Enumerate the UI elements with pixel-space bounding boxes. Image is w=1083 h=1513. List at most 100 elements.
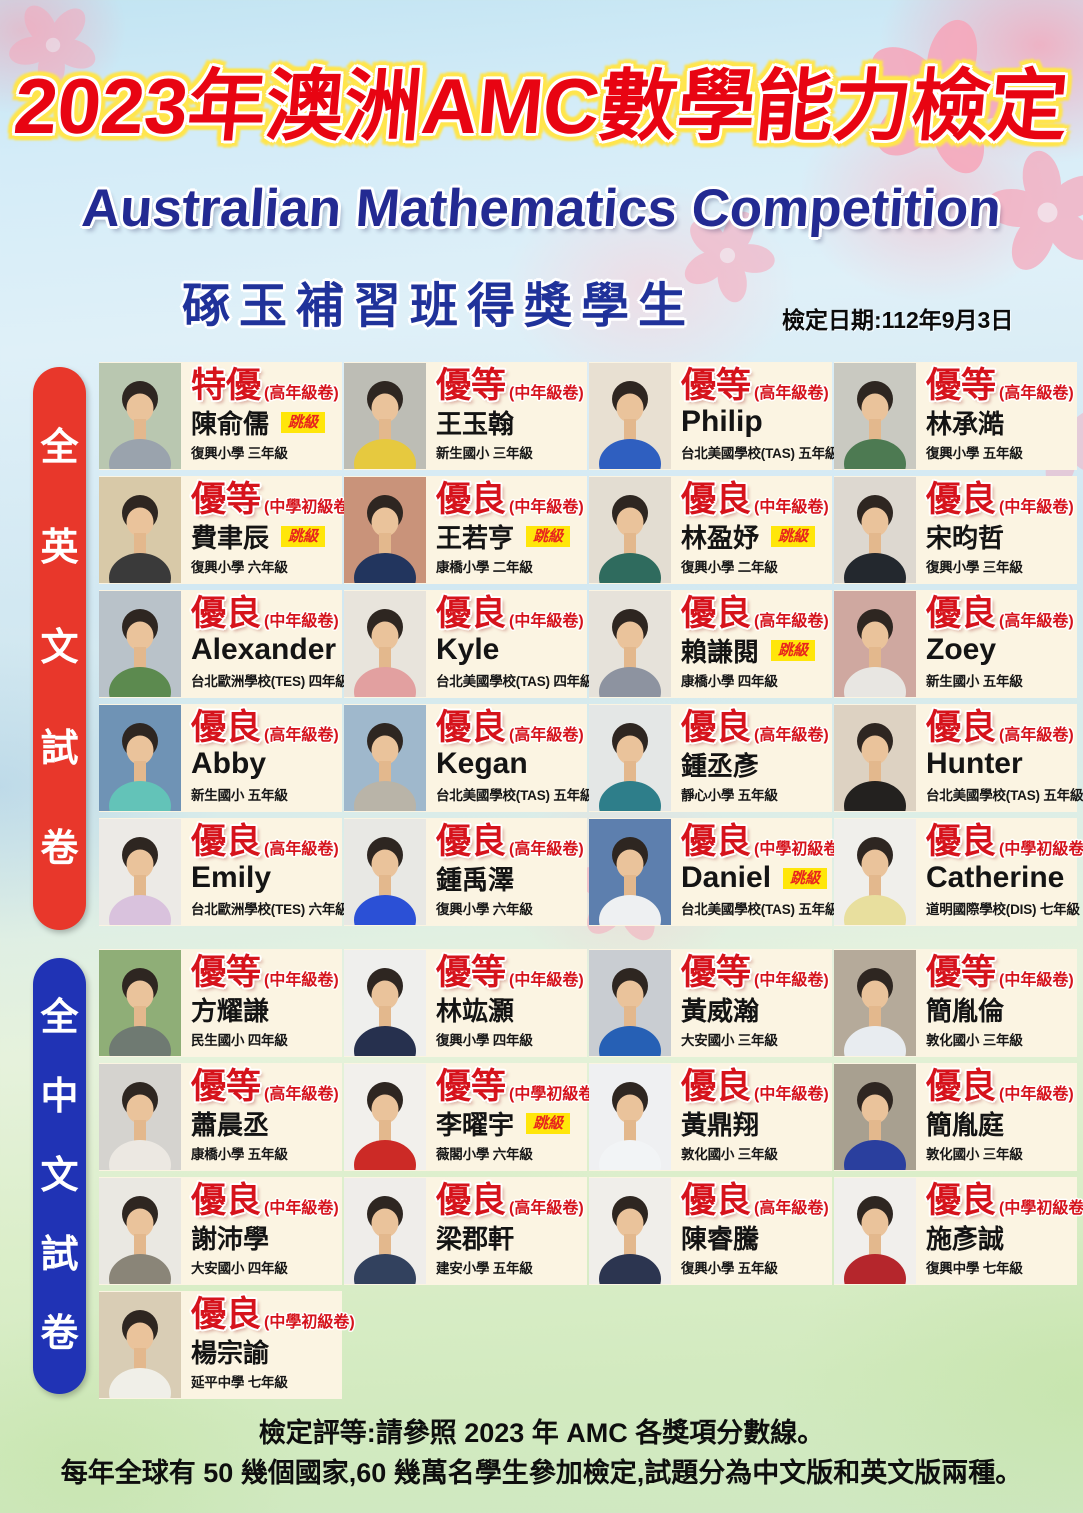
student-photo [344,950,426,1056]
student-info: 優良 (中年級卷) 林盈妤 跳級 復興小學 二年級 [671,476,829,584]
name-line: 謝沛學 [191,1221,339,1254]
name-line: 梁郡軒 [436,1221,584,1254]
student-photo [834,591,916,697]
student-card: 優良 (高年級卷) 梁郡軒建安小學 五年級 [344,1177,587,1285]
student-card: 優良 (高年級卷) Abby 新生國小 五年級 [99,704,342,812]
award-line: 優良 (中學初級卷) [926,1180,1083,1220]
student-info: 優等 (中學初級卷) 費聿辰 跳級 復興小學 六年級 [181,476,355,584]
award-level: 優良 [191,1295,262,1334]
skip-grade-badge: 跳級 [281,525,326,547]
award-level: 優等 [191,953,262,992]
paper-type: (高年級卷) [754,727,829,744]
name-line: Catherine [926,861,1083,894]
name-line: Kegan [436,747,593,780]
skip-grade-badge: 跳級 [526,525,571,547]
student-photo [99,819,181,925]
student-name: 王玉翰 [436,408,515,439]
student-info: 優良 (高年級卷) 陳睿騰 復興小學 五年級 [671,1177,829,1285]
student-school-grade: 台北美國學校(TAS) 四年級 [436,674,594,689]
paper-type: (高年級卷) [264,841,339,858]
name-line: 李曜宇 跳級 [436,1107,600,1140]
award-line: 優良 (高年級卷) [436,1180,584,1220]
award-line: 優良 (高年級卷) [926,707,1083,747]
paper-type: (高年級卷) [754,385,829,402]
student-info: 特優 (高年級卷) 陳俞儒 跳級 復興小學 三年級 [181,362,339,470]
award-line: 優良 (中年級卷) [926,1066,1074,1106]
award-level: 特優 [191,366,262,405]
student-card: 優等 (高年級卷) Philip 台北美國學校(TAS) 五年級 [589,362,838,470]
award-line: 優良 (中年級卷) [436,479,584,519]
award-level: 優良 [681,480,752,519]
student-name: 宋昀哲 [926,522,1005,553]
award-level: 優良 [191,1181,262,1220]
student-card: 優良 (高年級卷) 賴謙閱 跳級 康橋小學 四年級 [589,590,832,698]
student-school-grade: 台北美國學校(TAS) 五年級 [436,788,594,803]
award-line: 特優 (高年級卷) [191,365,339,405]
paper-type: (中年級卷) [509,613,584,630]
name-line: 鍾禹澤 [436,862,584,895]
student-photo [344,705,426,811]
student-name: 楊宗諭 [191,1337,270,1368]
student-card: 優良 (中學初級卷) Catherine 道明國際學校(DIS) 七年級 [834,818,1083,926]
paper-type: (高年級卷) [264,1086,339,1103]
paper-type: (中年級卷) [509,385,584,402]
name-line: 方耀謙 [191,993,339,1026]
footer-line-1: 檢定評等:請參照 2023 年 AMC 各獎項分數線。 [258,1418,825,1448]
student-school-grade: 敦化國小 三年級 [926,1147,1023,1162]
award-level: 優等 [926,366,997,405]
student-name: 黃鼎翔 [681,1109,760,1140]
award-line: 優等 (中年級卷) [681,952,829,992]
skip-grade-badge: 跳級 [771,639,816,661]
student-card: 優等 (中學初級卷) 費聿辰 跳級 復興小學 六年級 [99,476,355,584]
student-photo [589,1178,671,1284]
paper-type: (高年級卷) [509,1200,584,1217]
student-info: 優良 (中學初級卷) 楊宗諭 延平中學 七年級 [181,1291,355,1399]
english-paper-student-grid: 特優 (高年級卷) 陳俞儒 跳級 復興小學 三年級 優等 (中年級卷) 王玉翰新生國小 三年… [99,362,1083,926]
student-name: 林盈妤 [681,522,760,553]
student-school-grade: 康橋小學 二年級 [436,560,533,575]
student-info: 優等 (高年級卷) 蕭晨丞 康橋小學 五年級 [181,1063,339,1171]
student-school-grade: 建安小學 五年級 [436,1261,533,1276]
student-info: 優良 (中學初級卷) Daniel 跳級 台北美國學校(TAS) 五年級 [671,818,845,926]
name-line: 林竑灝 [436,993,584,1026]
student-name: Emily [191,861,272,894]
award-level: 優良 [681,822,752,861]
paper-type: (高年級卷) [264,727,339,744]
student-card: 優等 (高年級卷) 蕭晨丞 康橋小學 五年級 [99,1063,342,1171]
award-line: 優良 (高年級卷) [436,821,584,861]
award-level: 優等 [191,480,262,519]
award-line: 優良 (中年級卷) [681,1066,829,1106]
student-photo [344,1064,426,1170]
student-name: 簡胤倫 [926,995,1005,1026]
student-school-grade: 新生國小 三年級 [436,446,533,461]
student-name: 方耀謙 [191,995,270,1026]
paper-type: (高年級卷) [999,613,1074,630]
student-school-grade: 復興小學 四年級 [436,1033,533,1048]
student-info: 優良 (高年級卷) 賴謙閱 跳級 康橋小學 四年級 [671,590,829,698]
name-line: 費聿辰 跳級 [191,520,355,553]
paper-type: (中學初級卷) [264,1314,355,1331]
name-line: 施彥誠 [926,1221,1083,1254]
student-photo [834,705,916,811]
student-info: 優等 (中年級卷) 黃威瀚 大安國小 三年級 [671,949,829,1057]
award-line: 優等 (中年級卷) [436,952,584,992]
student-school-grade: 台北歐洲學校(TES) 四年級 [191,674,349,689]
award-line: 優良 (中年級卷) [436,593,593,633]
award-line: 優良 (中年級卷) [926,479,1074,519]
student-card: 特優 (高年級卷) 陳俞儒 跳級 復興小學 三年級 [99,362,342,470]
name-line: Abby [191,747,339,780]
student-name: 李曜宇 [436,1109,515,1140]
skip-grade-badge: 跳級 [281,411,326,433]
skip-grade-badge: 跳級 [783,867,828,889]
student-info: 優等 (中學初級卷) 李曜宇 跳級 薇閣小學 六年級 [426,1063,600,1171]
award-level: 優良 [436,708,507,747]
student-photo [589,1064,671,1170]
student-card: 優良 (中學初級卷) 施彥誠 復興中學 七年級 [834,1177,1083,1285]
name-line: Hunter [926,747,1083,780]
exam-date: 檢定日期:112年9月3日 [782,307,1014,333]
award-level: 優良 [191,594,262,633]
student-school-grade: 復興小學 三年級 [926,560,1023,575]
student-school-grade: 康橋小學 五年級 [191,1147,288,1162]
name-line: 簡胤倫 [926,993,1074,1026]
